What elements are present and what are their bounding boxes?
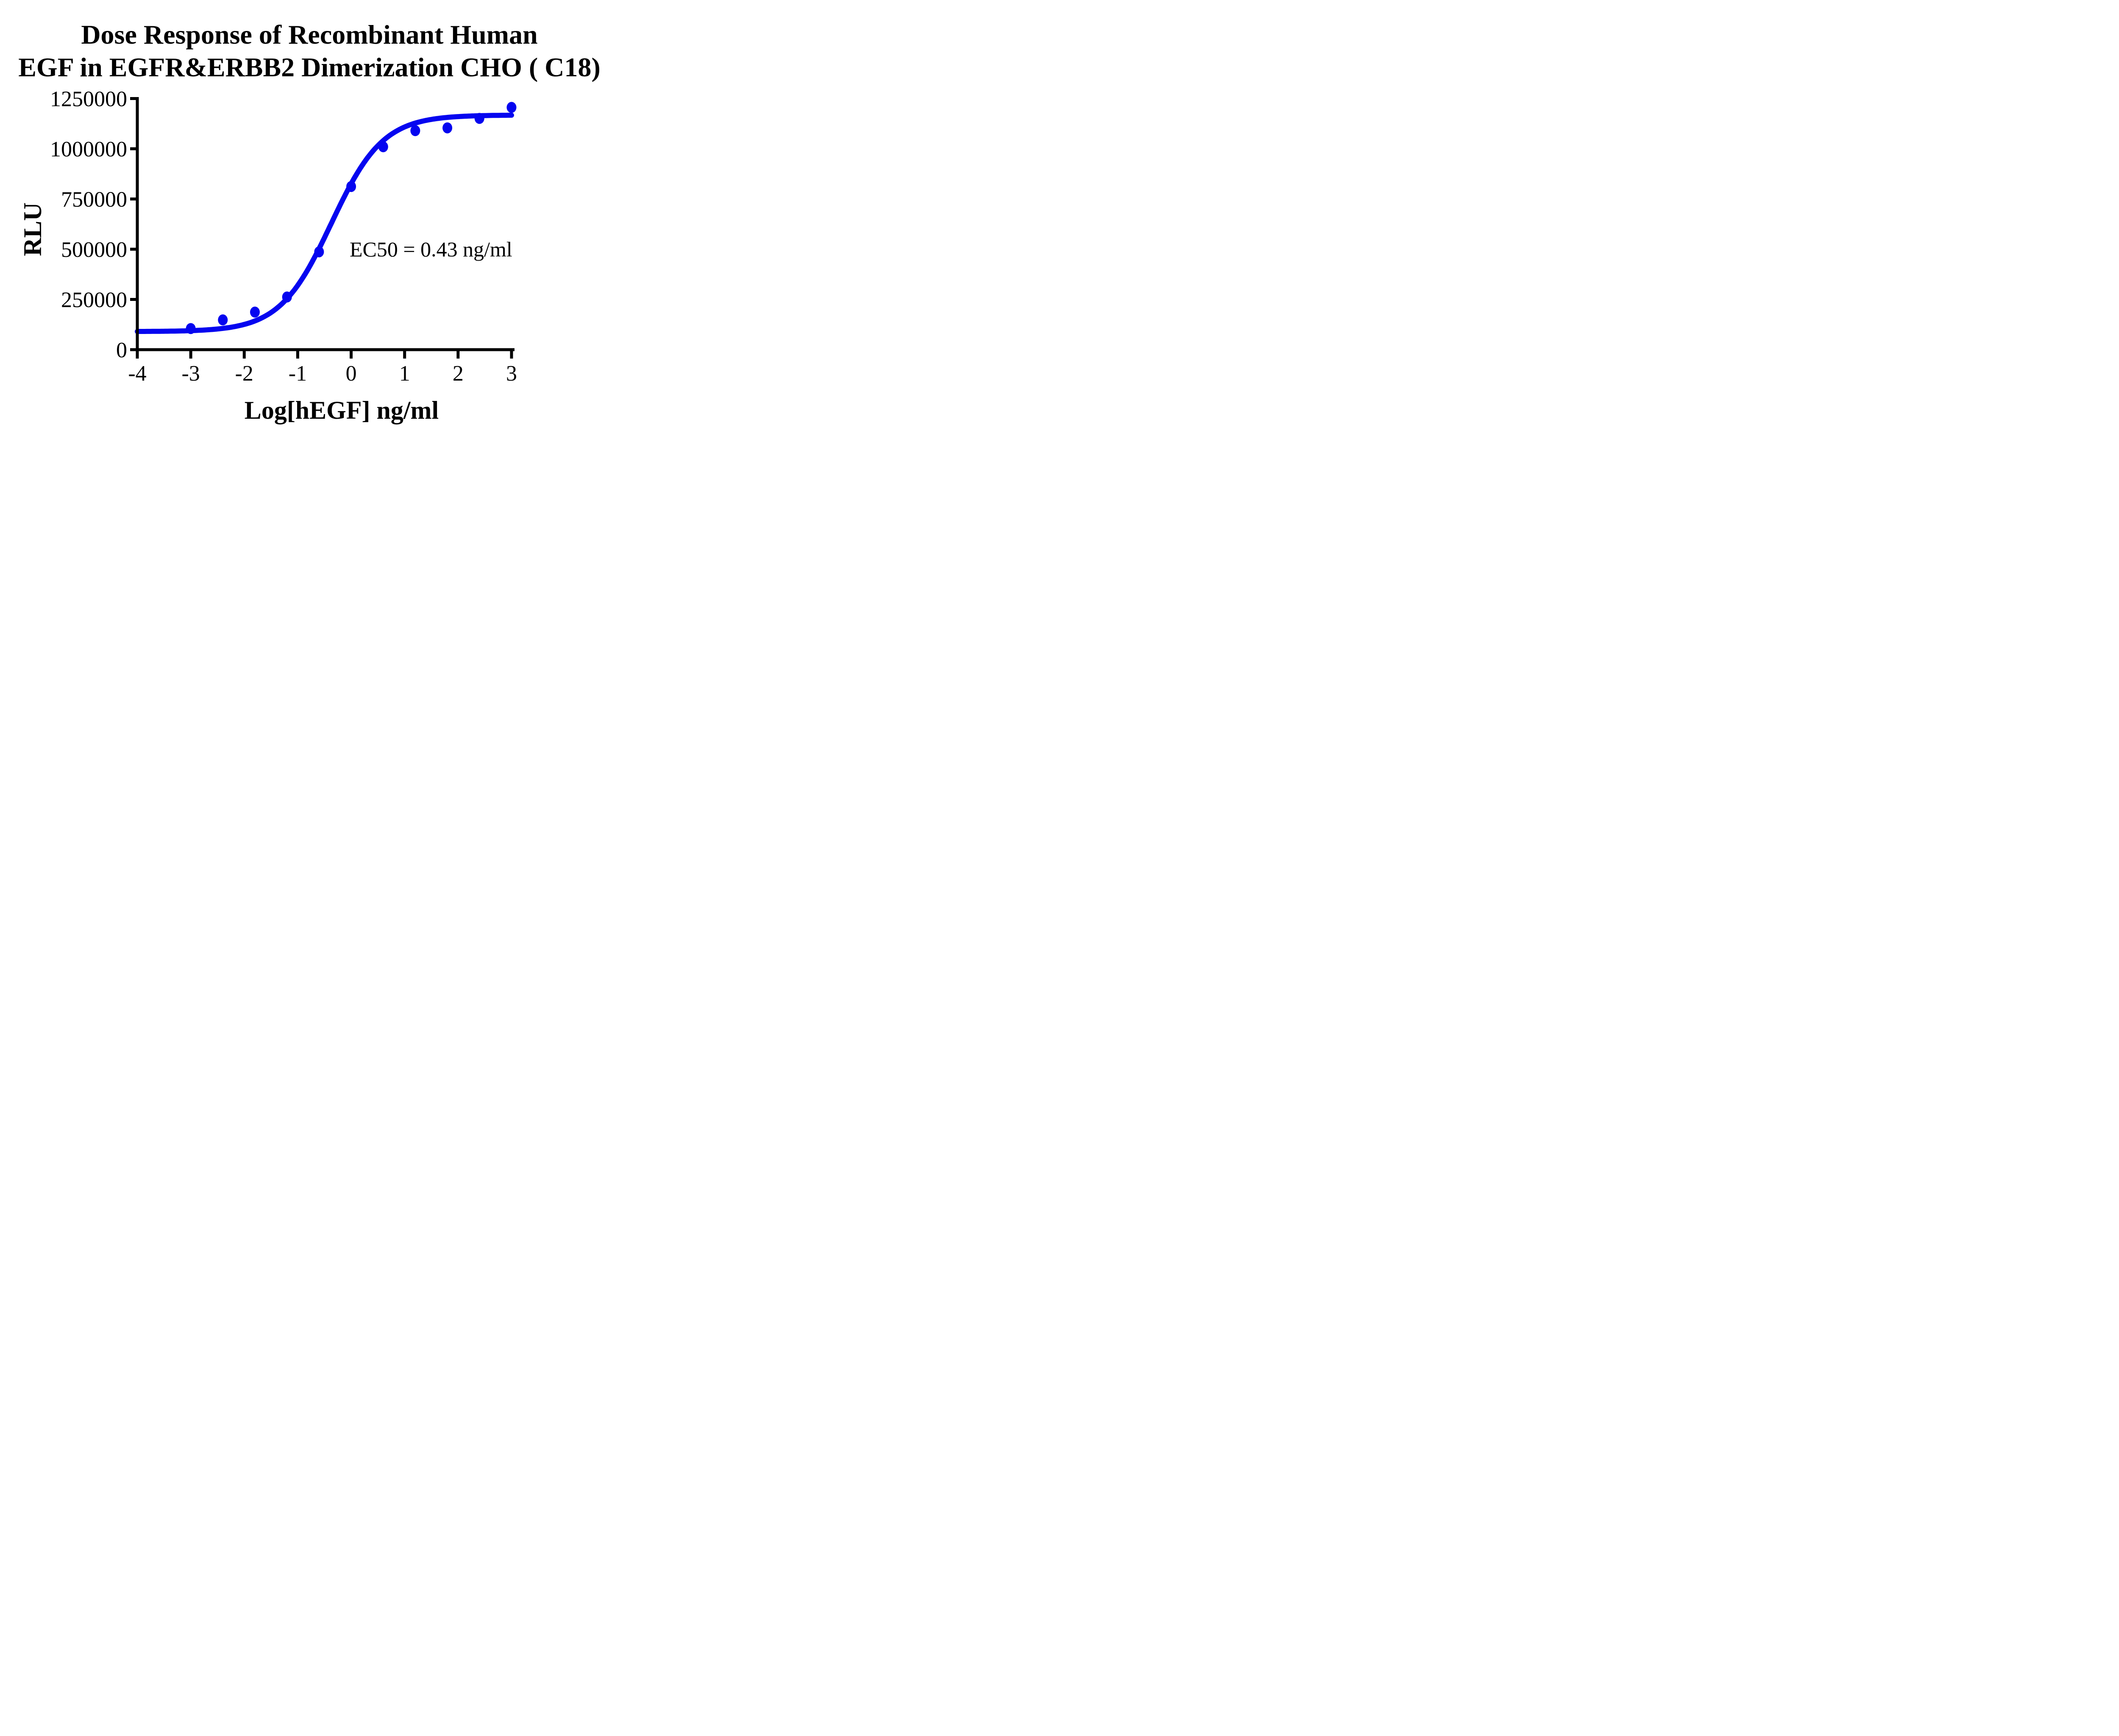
dose-response-chart: Dose Response of Recombinant Human EGF i…: [18, 19, 601, 424]
x-tick-label: -4: [128, 362, 146, 386]
data-point: [250, 306, 260, 318]
data-point: [410, 125, 420, 136]
y-tick-label: 0: [116, 338, 127, 362]
y-tick-label: 750000: [61, 188, 127, 212]
data-point: [378, 141, 388, 153]
y-tick-label: 250000: [61, 288, 127, 312]
axis-spine: [136, 97, 514, 351]
data-point: [346, 181, 356, 192]
data-points-group: [186, 102, 517, 334]
x-axis-title: Log[hEGF] ng/ml: [245, 396, 439, 424]
x-tick-label: -1: [289, 362, 307, 386]
data-point: [474, 113, 484, 124]
chart-canvas: Dose Response of Recombinant Human EGF i…: [0, 0, 617, 434]
fit-curve: [135, 112, 514, 334]
data-point: [218, 314, 228, 326]
chart-title-line1: Dose Response of Recombinant Human: [81, 19, 537, 50]
x-tick-label: 1: [399, 362, 410, 386]
fit-curve-group: [135, 112, 514, 334]
data-point: [442, 122, 453, 134]
data-point: [314, 246, 324, 258]
x-tick-label: 2: [453, 362, 464, 386]
x-tick-label: -2: [235, 362, 253, 386]
chart-title-line2: EGF in EGFR&ERBB2 Dimerization CHO ( C18…: [18, 52, 601, 82]
axes-group: 0 250000 500000 750000 1000000 1250000 -4 -3 -2 -…: [50, 87, 517, 386]
y-tick-label: 500000: [61, 238, 127, 262]
y-axis-title: RLU: [19, 203, 47, 256]
x-tick-label: 3: [506, 362, 517, 386]
x-tick-label: -3: [181, 362, 200, 386]
data-point: [282, 291, 292, 303]
ec50-annotation: EC50 = 0.43 ng/ml: [350, 237, 512, 261]
x-tick-label: 0: [346, 362, 357, 386]
y-tick-label: 1000000: [50, 137, 127, 161]
data-point: [186, 323, 196, 334]
data-point: [506, 102, 517, 113]
y-tick-label: 1250000: [50, 87, 127, 111]
